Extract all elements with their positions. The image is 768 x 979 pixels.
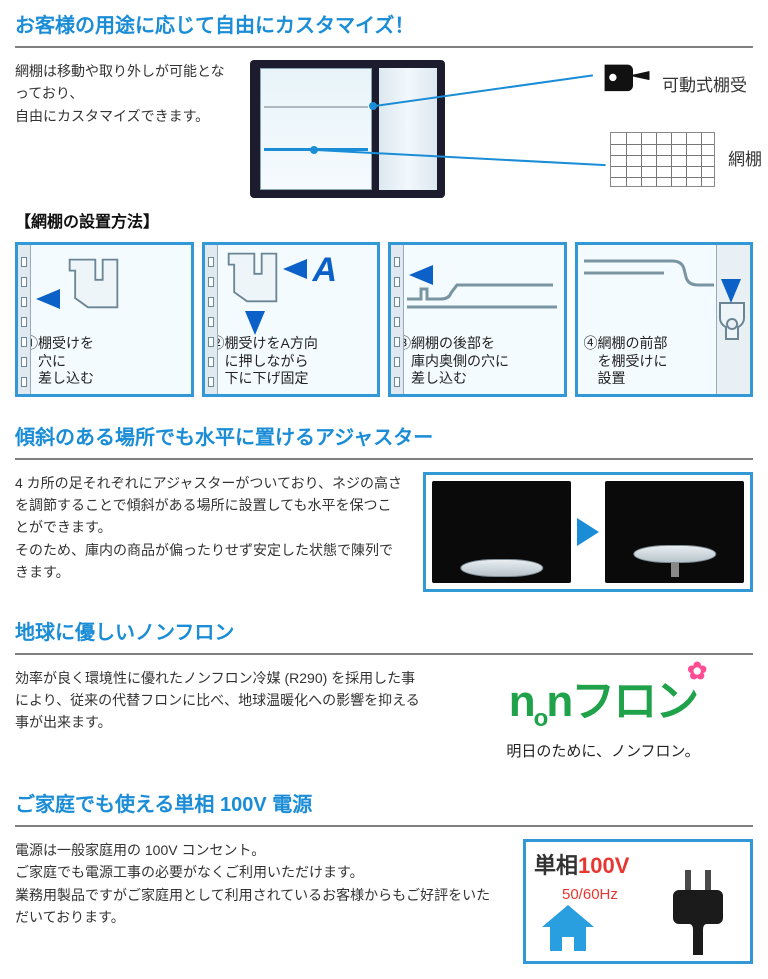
label-bracket: 可動式棚受 [662,72,747,99]
adjuster-after-icon [605,481,744,583]
flower-icon: ✿ [687,653,705,691]
adjuster-text: 4 カ所の足それぞれにアジャスターがついており、ネジの高さを調節することで傾斜が… [15,472,403,584]
plug-icon [655,870,740,955]
install-step-3-text: ③網棚の後部を 庫内奥側の穴に 差し込む [397,335,558,388]
fridge-icon [250,60,445,198]
house-icon [540,903,596,953]
install-step-2-text: ②棚受けをA方向 に押しながら 下に下げ固定 [211,335,372,388]
arrow-left-icon [36,289,60,309]
heading-nonfreon: 地球に優しいノンフロン [15,617,753,655]
customize-diagram: 可動式棚受 網棚 [250,60,753,200]
nonfreon-text: 効率が良く環境性に優れたノンフロン冷媒 (R290) を採用した事により、従来の… [15,667,433,734]
section-nonfreon: 地球に優しいノンフロン 効率が良く環境性に優れたノンフロン冷媒 (R290) を… [0,607,768,779]
install-steps: ①棚受けを 穴に 差し込む A ②棚受けをA方向 に押しながら 下に下げ固定 ③… [15,242,753,397]
heading-customize: お客様の用途に応じて自由にカスタマイズ！ [15,10,753,48]
customize-text: 網棚は移動や取り外しが可能となっており、 自由にカスタマイズできます。 [15,60,235,200]
install-step-4: ④網棚の前部 を棚受けに 設置 [575,242,754,397]
shelf-drop-icon [584,253,714,299]
big-a-label: A [313,243,338,297]
arrow-down-icon [721,279,741,303]
customize-row: 網棚は移動や取り外しが可能となっており、 自由にカスタマイズできます。 可動式棚… [15,60,753,200]
power-text: 電源は一般家庭用の 100V コンセント。 ご家庭でも電源工事の必要がなくご利用… [15,839,503,929]
install-step-2: A ②棚受けをA方向 に押しながら 下に下げ固定 [202,242,381,397]
nonfreon-badge: nonフロン ✿ 明日のために、ノンフロン。 [453,667,753,764]
install-heading: 【網棚の設置方法】 [15,210,753,236]
arrow-right-icon [577,518,599,546]
adjuster-before-icon [432,481,571,583]
section-adjuster: 傾斜のある場所でも水平に置けるアジャスター 4 カ所の足それぞれにアジャスターが… [0,412,768,607]
section-power: ご家庭でも使える単相 100V 電源 電源は一般家庭用の 100V コンセント。… [0,779,768,979]
label-grid: 網棚 [728,146,762,173]
heading-power: ご家庭でも使える単相 100V 電源 [15,789,753,827]
nonfreon-logo-icon: nonフロン ✿ [509,667,697,738]
arrow-left-icon [409,265,433,285]
nonfreon-tagline: 明日のために、ノンフロン。 [453,740,753,764]
shelf-grid-icon [610,132,715,187]
install-step-1-text: ①棚受けを 穴に 差し込む [24,335,185,388]
section-customize: お客様の用途に応じて自由にカスタマイズ！ 網棚は移動や取り外しが可能となっており… [0,0,768,412]
adjuster-images [423,472,753,592]
install-step-3: ③網棚の後部を 庫内奥側の穴に 差し込む [388,242,567,397]
install-step-1: ①棚受けを 穴に 差し込む [15,242,194,397]
power-badge: 単相100V 50/60Hz [523,839,753,964]
heading-adjuster: 傾斜のある場所でも水平に置けるアジャスター [15,422,753,460]
bracket-icon [600,60,655,105]
arrow-down-icon [245,311,265,335]
arrow-left-icon [283,259,307,279]
shelf-insert-icon [407,281,557,313]
